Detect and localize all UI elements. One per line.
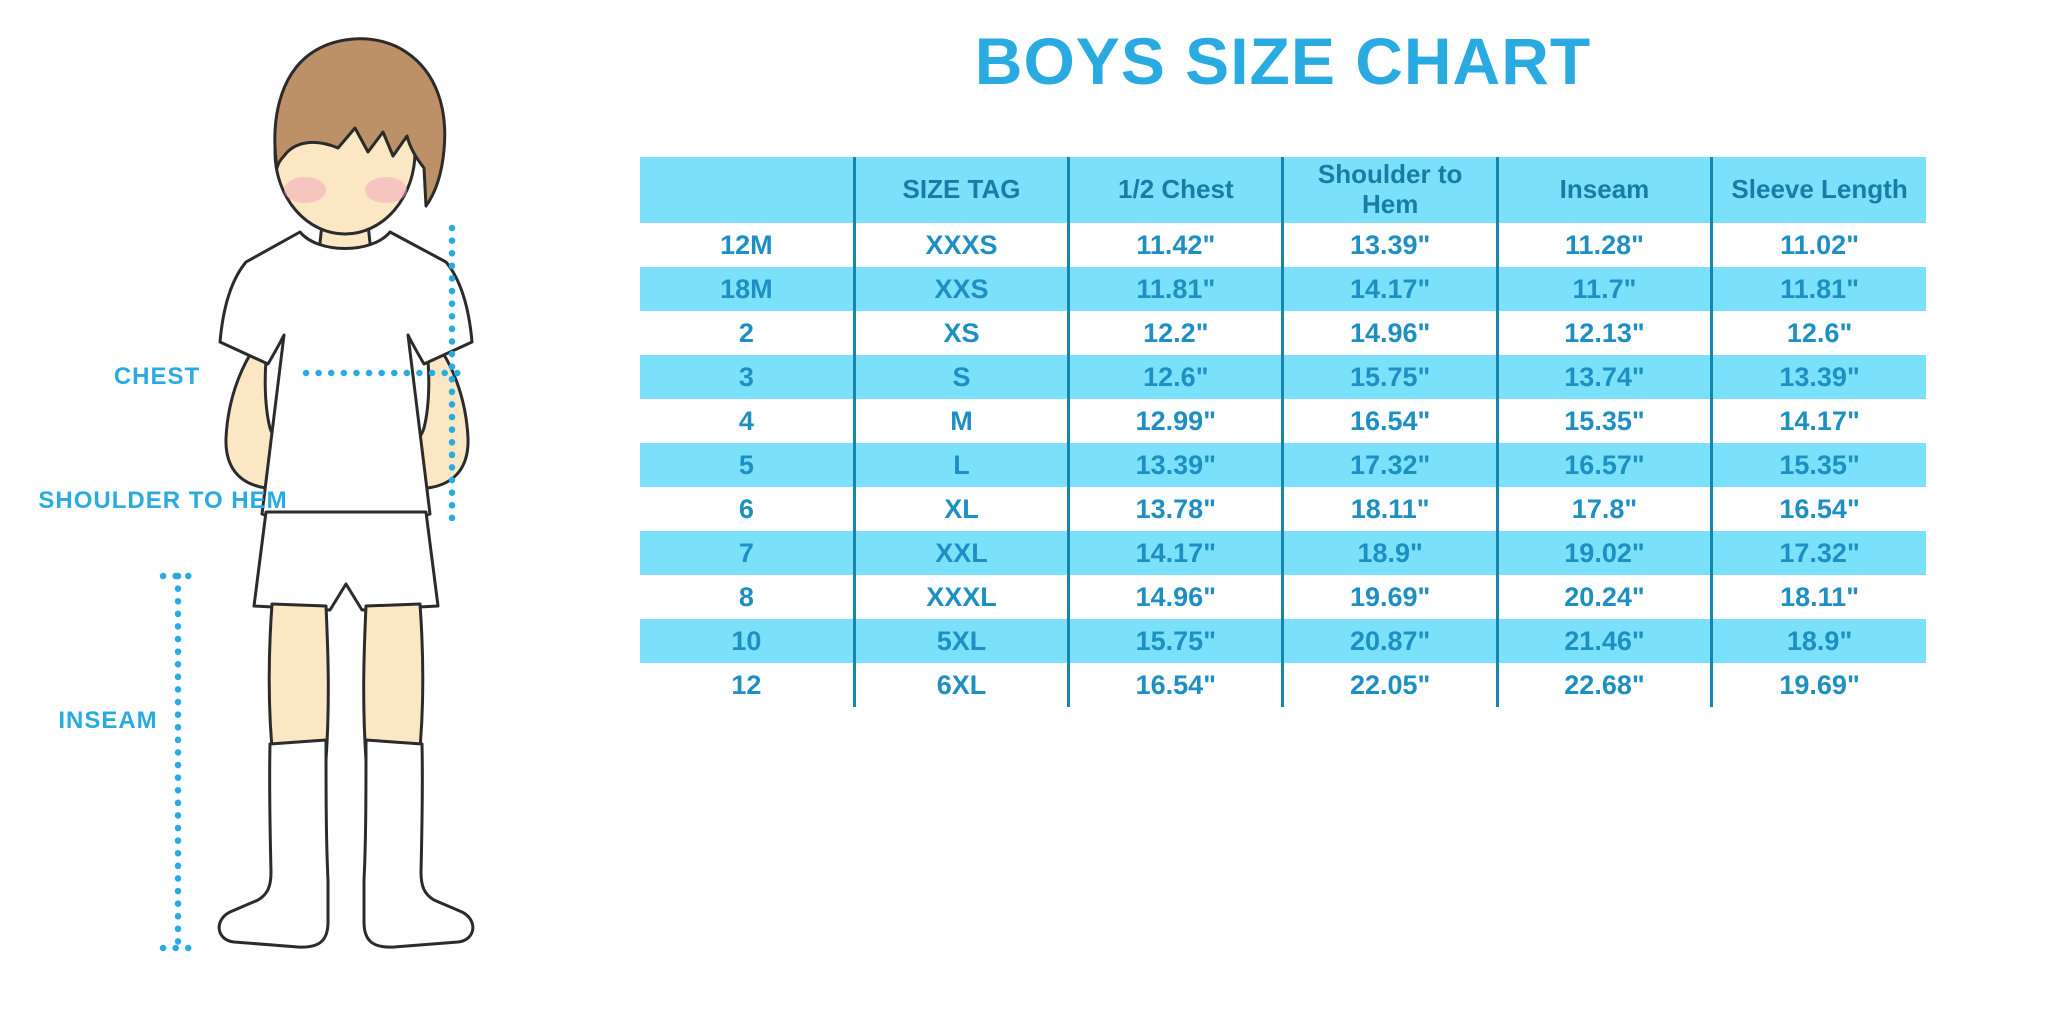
value-cell: M (852, 399, 1069, 443)
value-cell: 20.24" (1495, 575, 1712, 619)
value-cell: 5XL (852, 619, 1069, 663)
value-cell: 18.11" (1710, 575, 1926, 619)
size-cell: 2 (738, 317, 754, 348)
table-row: 3 S 12.6" 15.75" 13.74" 13.39" (640, 355, 1926, 399)
boy-cheek-right (365, 177, 407, 203)
size-cell: 10 (640, 619, 855, 663)
column-header (640, 157, 855, 223)
header-row: SIZE TAG 1/2 Chest Shoulder to Hem Inseam Sl… (640, 157, 1926, 223)
value-cell: XXXS (852, 223, 1069, 267)
size-cell: 3 (640, 355, 855, 399)
boy-hair (273, 37, 447, 208)
size-cell: 8 (738, 581, 754, 612)
boy-illustration (159, 37, 475, 952)
size-cell: 7 (640, 531, 855, 575)
chest-label: CHEST (113, 363, 201, 390)
value-cell: 12.6" (1710, 311, 1926, 355)
page-title: BOYS SIZE CHART (974, 24, 1592, 98)
inseam-label: INSEAM (58, 707, 158, 734)
value-cell: 11.42" (1067, 223, 1283, 267)
size-cell: 4 (738, 405, 754, 436)
value-cell: 13.39" (1281, 223, 1498, 267)
size-cell: 18M (640, 267, 855, 311)
value-cell: 13.78" (1067, 487, 1283, 531)
column-header: Shoulder to Hem (1281, 157, 1498, 223)
value-cell: 22.68" (1495, 663, 1712, 707)
value-cell: 16.54" (1710, 487, 1926, 531)
value-cell: 18.9" (1710, 619, 1926, 663)
value-cell: 15.75" (1281, 355, 1498, 399)
value-cell: 17.32" (1281, 443, 1498, 487)
boy-shorts (252, 510, 440, 612)
value-cell: 12.99" (1067, 399, 1283, 443)
value-cell: 14.96" (1067, 575, 1283, 619)
value-cell: 20.87" (1281, 619, 1498, 663)
value-cell: 13.39" (1067, 443, 1283, 487)
value-cell: 18.9" (1281, 531, 1498, 575)
boy-cheek-left (284, 177, 326, 203)
value-cell: XS (852, 311, 1069, 355)
size-cell: 12M (720, 229, 773, 260)
table-row: 18M XXS 11.81" 14.17" 11.7" 11.81" (640, 267, 1926, 311)
table-row: 8 XXXL 14.96" 19.69" 20.24" 18.11" (640, 575, 1926, 619)
value-cell: 19.69" (1710, 663, 1926, 707)
value-cell: 22.05" (1281, 663, 1498, 707)
value-cell: 19.69" (1281, 575, 1498, 619)
table-row: 12 6XL 16.54" 22.05" 22.68" 19.69" (640, 663, 1926, 707)
table-row: 5 L 13.39" 17.32" 16.57" 15.35" (640, 443, 1926, 487)
value-cell: 15.35" (1710, 443, 1926, 487)
value-cell: XXL (852, 531, 1069, 575)
column-header: Inseam (1495, 157, 1712, 223)
value-cell: 14.17" (1281, 267, 1498, 311)
column-header: Sleeve Length (1710, 157, 1926, 223)
value-cell: XXS (852, 267, 1069, 311)
value-cell: 15.75" (1067, 619, 1283, 663)
table-row: 4 M 12.99" 16.54" 15.35" 14.17" (640, 399, 1926, 443)
value-cell: XXXL (852, 575, 1069, 619)
table-row: 2 XS 12.2" 14.96" 12.13" 12.6" (640, 311, 1926, 355)
table-header: SIZE TAG 1/2 Chest Shoulder to Hem Inseam Sl… (640, 157, 1926, 223)
value-cell: 14.17" (1067, 531, 1283, 575)
value-cell: 16.54" (1281, 399, 1498, 443)
table-row: 7 XXL 14.17" 18.9" 19.02" 17.32" (640, 531, 1926, 575)
value-cell: 16.57" (1495, 443, 1712, 487)
value-cell: 11.02" (1710, 223, 1926, 267)
value-cell: 14.96" (1281, 311, 1498, 355)
measurement-lines (159, 224, 472, 952)
value-cell: XL (852, 487, 1069, 531)
table-row: 12M XXXS 11.42" 13.39" 11.28" 11.02" (640, 223, 1926, 267)
value-cell: 16.54" (1067, 663, 1283, 707)
value-cell: 14.17" (1710, 399, 1926, 443)
size-cell: 5 (640, 443, 855, 487)
boy-right-sock (362, 738, 475, 949)
value-cell: 13.39" (1710, 355, 1926, 399)
value-cell: S (852, 355, 1069, 399)
value-cell: 13.74" (1495, 355, 1712, 399)
value-cell: 17.32" (1710, 531, 1926, 575)
value-cell: L (852, 443, 1069, 487)
value-cell: 19.02" (1495, 531, 1712, 575)
value-cell: 15.35" (1495, 399, 1712, 443)
boy-left-sock (217, 738, 330, 949)
table-row: 6 XL 13.78" 18.11" 17.8" 16.54" (640, 487, 1926, 531)
value-cell: 12.2" (1067, 311, 1283, 355)
table-body: 12M XXXS 11.42" 13.39" 11.28" 11.02" 18M XXS 11.… (640, 223, 1926, 707)
table-row: 10 5XL 15.75" 20.87" 21.46" 18.9" (640, 619, 1926, 663)
column-header: 1/2 Chest (1067, 157, 1283, 223)
size-chart-table: SIZE TAG 1/2 Chest Shoulder to Hem Inseam Sl… (640, 157, 1926, 707)
value-cell: 21.46" (1495, 619, 1712, 663)
column-header: SIZE TAG (852, 157, 1069, 223)
shoulder-to-hem-label: SHOULDER TO HEM (38, 487, 288, 514)
value-cell: 11.7" (1495, 267, 1712, 311)
size-cell: 12 (731, 669, 762, 700)
value-cell: 6XL (852, 663, 1069, 707)
value-cell: 18.11" (1281, 487, 1498, 531)
value-cell: 12.13" (1495, 311, 1712, 355)
value-cell: 11.28" (1495, 223, 1712, 267)
value-cell: 11.81" (1710, 267, 1926, 311)
size-cell: 6 (738, 493, 754, 524)
value-cell: 11.81" (1067, 267, 1283, 311)
value-cell: 12.6" (1067, 355, 1283, 399)
value-cell: 17.8" (1495, 487, 1712, 531)
